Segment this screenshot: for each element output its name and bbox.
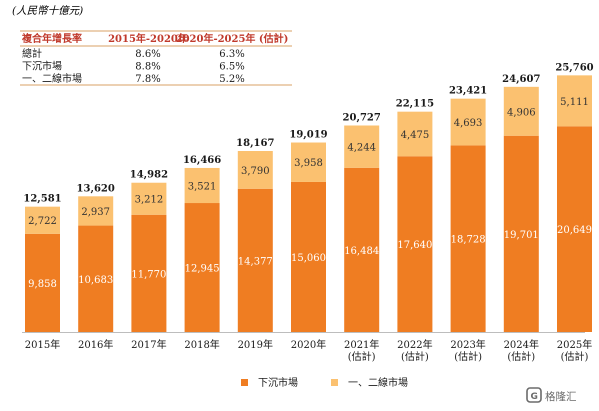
- data-label-tier-1-2: 3,790: [241, 166, 270, 177]
- x-tick-label: 2025年: [557, 338, 592, 351]
- bar-segment-lower-tier: [450, 145, 486, 332]
- data-label-total: 23,421: [449, 86, 487, 97]
- data-label-lower-tier: 20,649: [557, 225, 592, 236]
- data-label-total: 25,760: [555, 62, 593, 73]
- bar-segment-lower-tier: [557, 126, 592, 332]
- x-tick-label: (估計): [454, 350, 482, 363]
- bar-segment-lower-tier: [78, 225, 114, 332]
- bar-segment-lower-tier: [25, 233, 60, 332]
- x-tick-label: 2019年: [238, 338, 273, 351]
- bar-series-group: 9,858 2,722 12,581 10,683 2,937 13,620 11,770 3…: [23, 62, 594, 332]
- bar-segment-tier-1-2: [397, 111, 433, 157]
- data-label-lower-tier: 19,701: [504, 230, 539, 241]
- table-cell: 8.8%: [135, 62, 160, 73]
- data-label-lower-tier: 11,770: [131, 269, 166, 280]
- x-tick-labels: 2015年 2016年 2017年 2018年 2019年 2020年 2021年(估計)2…: [25, 338, 592, 363]
- data-label-lower-tier: 12,945: [185, 264, 220, 275]
- data-label-total: 24,607: [502, 74, 540, 85]
- bar-segment-tier-1-2: [503, 86, 539, 136]
- watermark-logo-icon: [526, 387, 542, 403]
- unit-label: (人民幣十億元): [12, 5, 83, 17]
- x-tick-label: 2020年: [291, 338, 326, 351]
- data-label-total: 20,727: [343, 112, 381, 123]
- table-header-cell: 2020年-2025年 (估計): [176, 32, 289, 45]
- bar-segment-tier-1-2: [344, 125, 380, 168]
- table-cell: 6.3%: [219, 49, 244, 60]
- x-tick-label: (估計): [507, 350, 535, 363]
- bar-segment-lower-tier: [397, 156, 433, 332]
- bar-segment-tier-1-2: [450, 98, 486, 146]
- bar-segment-lower-tier: [237, 188, 273, 332]
- data-label-lower-tier: 15,060: [291, 253, 326, 264]
- x-tick-label: (估計): [561, 350, 589, 363]
- data-label-tier-1-2: 3,958: [294, 158, 323, 169]
- data-label-lower-tier: 14,377: [238, 256, 273, 267]
- x-tick-label: 2022年: [397, 338, 432, 351]
- x-tick-label: 2021年: [344, 338, 379, 351]
- x-tick-label: (估計): [401, 350, 429, 363]
- data-label-total: 16,466: [183, 155, 221, 166]
- x-tick-label: 2018年: [184, 338, 219, 351]
- legend: 下沉市場 一、二線市場: [241, 376, 408, 389]
- data-label-tier-1-2: 5,111: [560, 97, 589, 108]
- data-label-lower-tier: 10,683: [78, 275, 113, 286]
- data-label-lower-tier: 9,858: [28, 279, 57, 290]
- legend-swatch: [331, 379, 338, 386]
- data-label-total: 18,167: [236, 138, 274, 149]
- data-label-tier-1-2: 4,244: [347, 143, 376, 154]
- bar-segment-lower-tier: [503, 135, 539, 332]
- data-label-tier-1-2: 3,212: [135, 195, 164, 206]
- x-tick-label: 2024年: [504, 338, 539, 351]
- data-label-total: 14,982: [130, 170, 168, 181]
- bar-segment-lower-tier: [344, 167, 380, 332]
- watermark-logo-glyph: G: [531, 392, 538, 402]
- bar-segment-tier-1-2: [78, 196, 114, 226]
- x-tick-label: 2023年: [450, 338, 485, 351]
- legend-swatch: [241, 379, 248, 386]
- bar-segment-tier-1-2: [131, 182, 167, 215]
- x-tick-label: 2017年: [131, 338, 166, 351]
- data-label-total: 22,115: [396, 99, 434, 110]
- bar-segment-lower-tier: [291, 181, 326, 332]
- data-label-tier-1-2: 2,722: [28, 216, 57, 227]
- bar-segment-tier-1-2: [291, 142, 326, 182]
- legend-label: 下沉市場: [258, 376, 298, 389]
- data-label-tier-1-2: 3,521: [188, 181, 217, 192]
- bar-segment-lower-tier: [184, 203, 220, 332]
- data-label-total: 13,620: [77, 183, 115, 194]
- legend-label: 一、二線市場: [348, 376, 408, 389]
- data-label-tier-1-2: 4,693: [454, 118, 483, 129]
- table-cell: 7.8%: [135, 74, 160, 85]
- bar-segment-lower-tier: [131, 214, 167, 332]
- watermark-text: 格隆汇: [545, 390, 577, 403]
- data-label-total: 19,019: [289, 130, 327, 141]
- bar-segment-tier-1-2: [184, 167, 220, 204]
- data-label-tier-1-2: 4,906: [507, 107, 536, 118]
- data-label-lower-tier: 16,484: [344, 246, 379, 257]
- table-cell: 總計: [22, 47, 42, 60]
- watermark: G 格隆汇: [526, 387, 577, 403]
- table-cell: 5.2%: [219, 74, 244, 85]
- bar-segment-tier-1-2: [237, 151, 273, 189]
- table-cell: 6.5%: [219, 62, 244, 73]
- data-label-tier-1-2: 4,475: [401, 130, 430, 141]
- data-label-lower-tier: 17,640: [397, 240, 432, 251]
- x-tick-label: 2015年: [25, 338, 60, 351]
- bar-segment-tier-1-2: [557, 75, 592, 127]
- data-label-total: 12,581: [23, 194, 61, 205]
- table-header-cell: 2015年-2020年: [108, 32, 188, 45]
- table-header-cell: 複合年增長率: [21, 32, 82, 45]
- table-cell: 8.6%: [135, 49, 160, 60]
- data-label-lower-tier: 18,728: [451, 235, 486, 246]
- table-cell: 一、二線市場: [22, 72, 82, 85]
- data-label-tier-1-2: 2,937: [81, 207, 110, 218]
- bar-segment-tier-1-2: [25, 206, 60, 234]
- table-cell: 下沉市場: [22, 60, 62, 73]
- x-tick-label: (估計): [348, 350, 376, 363]
- x-tick-label: 2016年: [78, 338, 113, 351]
